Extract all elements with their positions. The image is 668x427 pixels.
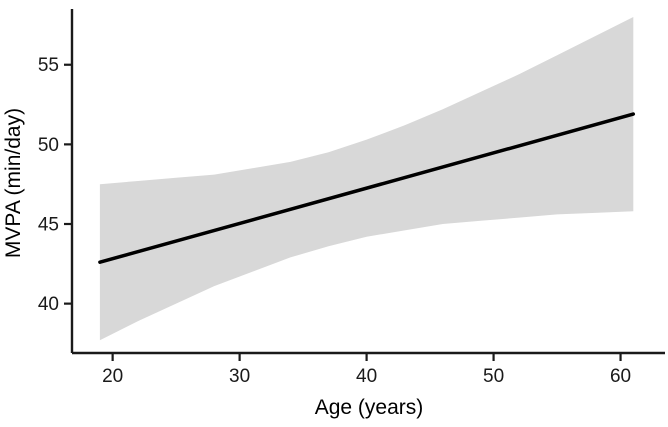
x-axis-title: Age (years) bbox=[314, 396, 424, 419]
y-tick-label: 55 bbox=[38, 55, 59, 76]
x-tick-label: 50 bbox=[483, 366, 504, 387]
y-tick-label: 40 bbox=[38, 294, 59, 315]
x-tick-label: 30 bbox=[229, 366, 250, 387]
regression-line bbox=[98, 112, 636, 264]
confidence-band bbox=[99, 17, 634, 341]
x-tick-label: 40 bbox=[356, 366, 377, 387]
y-tick-label: 50 bbox=[38, 135, 59, 156]
y-tick-label: 45 bbox=[38, 215, 59, 236]
y-axis-title: MVPA (min/day) bbox=[2, 107, 25, 259]
x-tick-label: 60 bbox=[610, 366, 631, 387]
x-tick-label: 20 bbox=[102, 366, 123, 387]
